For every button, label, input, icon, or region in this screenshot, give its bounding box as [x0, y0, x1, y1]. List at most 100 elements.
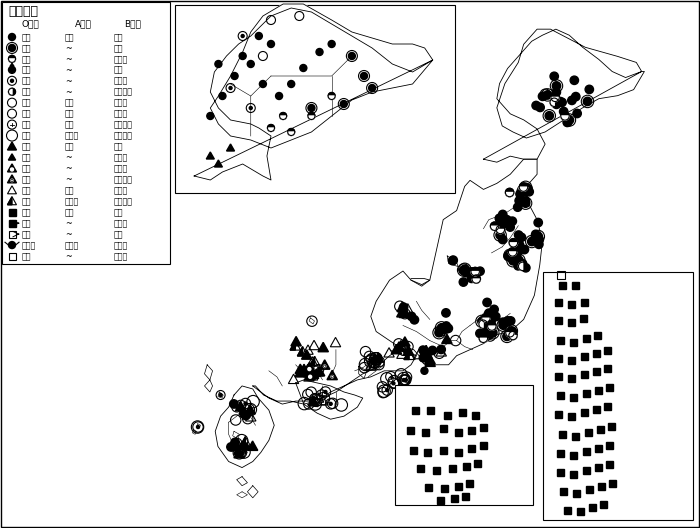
Bar: [582, 335, 589, 342]
Circle shape: [573, 109, 581, 118]
Circle shape: [247, 61, 254, 68]
Wedge shape: [488, 326, 496, 331]
Polygon shape: [397, 307, 407, 317]
Bar: [449, 465, 456, 472]
Circle shape: [552, 82, 561, 90]
Bar: [554, 298, 561, 306]
Circle shape: [240, 451, 243, 454]
Circle shape: [524, 184, 532, 193]
Text: ~: ~: [65, 66, 71, 75]
Circle shape: [360, 72, 368, 80]
Polygon shape: [302, 350, 312, 359]
Circle shape: [449, 256, 457, 265]
Circle shape: [503, 215, 511, 224]
Bar: [589, 504, 596, 511]
Circle shape: [329, 402, 332, 406]
Circle shape: [374, 356, 377, 360]
Bar: [585, 486, 592, 493]
Polygon shape: [318, 342, 328, 352]
Circle shape: [459, 278, 468, 286]
Circle shape: [239, 52, 246, 60]
Circle shape: [476, 267, 484, 276]
Circle shape: [496, 225, 505, 234]
Wedge shape: [288, 132, 295, 136]
Text: ジブン: ジブン: [114, 164, 128, 173]
Bar: [8, 209, 15, 216]
Circle shape: [490, 305, 498, 314]
Circle shape: [472, 275, 480, 283]
Circle shape: [462, 268, 470, 277]
Polygon shape: [194, 4, 433, 180]
Text: ワタシ: ワタシ: [114, 110, 128, 119]
Text: ワレ: ワレ: [22, 208, 32, 217]
Circle shape: [316, 49, 323, 55]
Bar: [582, 448, 589, 455]
Text: ワタシ: ワタシ: [65, 131, 79, 140]
Text: ウチ: ウチ: [114, 66, 123, 75]
Circle shape: [498, 210, 507, 219]
Polygon shape: [370, 354, 380, 363]
Bar: [480, 441, 486, 448]
Polygon shape: [237, 477, 247, 486]
Text: オレ: オレ: [22, 44, 32, 53]
Polygon shape: [394, 342, 404, 351]
Bar: [559, 281, 566, 288]
Text: オレ: オレ: [22, 77, 32, 86]
Circle shape: [494, 221, 503, 230]
Circle shape: [328, 92, 335, 99]
Circle shape: [500, 216, 508, 224]
Polygon shape: [304, 367, 309, 377]
Circle shape: [244, 402, 247, 405]
Polygon shape: [309, 318, 314, 324]
Bar: [480, 423, 486, 430]
Circle shape: [514, 231, 523, 239]
Circle shape: [507, 317, 515, 325]
Circle shape: [314, 397, 316, 400]
Wedge shape: [482, 318, 490, 323]
Bar: [592, 406, 599, 412]
Text: ワタシ: ワタシ: [65, 197, 79, 206]
Text: A場面: A場面: [75, 19, 92, 28]
Circle shape: [231, 72, 238, 80]
Text: オレ: オレ: [22, 66, 32, 75]
Circle shape: [279, 112, 286, 119]
Bar: [440, 447, 447, 454]
Circle shape: [229, 87, 232, 90]
Circle shape: [572, 92, 580, 101]
Text: ワタクシ: ワタクシ: [114, 131, 133, 140]
Polygon shape: [227, 144, 235, 151]
Circle shape: [538, 92, 547, 100]
Polygon shape: [214, 160, 223, 167]
Circle shape: [508, 327, 517, 336]
Polygon shape: [304, 364, 312, 372]
Circle shape: [515, 196, 524, 205]
Text: ワタシ: ワタシ: [114, 252, 128, 261]
Bar: [594, 445, 601, 451]
Polygon shape: [304, 363, 314, 372]
Circle shape: [219, 393, 222, 397]
Circle shape: [506, 223, 514, 231]
Circle shape: [488, 322, 496, 331]
Circle shape: [534, 232, 542, 241]
Text: O場面: O場面: [22, 19, 40, 28]
Polygon shape: [8, 154, 15, 160]
Circle shape: [308, 105, 315, 111]
Polygon shape: [215, 386, 274, 468]
Circle shape: [487, 316, 496, 325]
Circle shape: [8, 241, 15, 249]
Circle shape: [227, 443, 235, 451]
Bar: [451, 495, 458, 502]
Circle shape: [331, 375, 333, 378]
Circle shape: [498, 235, 507, 244]
Text: ワレ: ワレ: [22, 230, 32, 239]
Circle shape: [498, 221, 506, 229]
Text: ~: ~: [65, 44, 71, 53]
Circle shape: [8, 67, 15, 73]
Circle shape: [518, 259, 526, 268]
Circle shape: [536, 238, 540, 241]
Text: ワタシ: ワタシ: [114, 186, 128, 195]
Text: ワシ: ワシ: [114, 44, 123, 53]
Circle shape: [300, 64, 307, 71]
Polygon shape: [8, 197, 12, 205]
Text: ~: ~: [65, 154, 71, 163]
